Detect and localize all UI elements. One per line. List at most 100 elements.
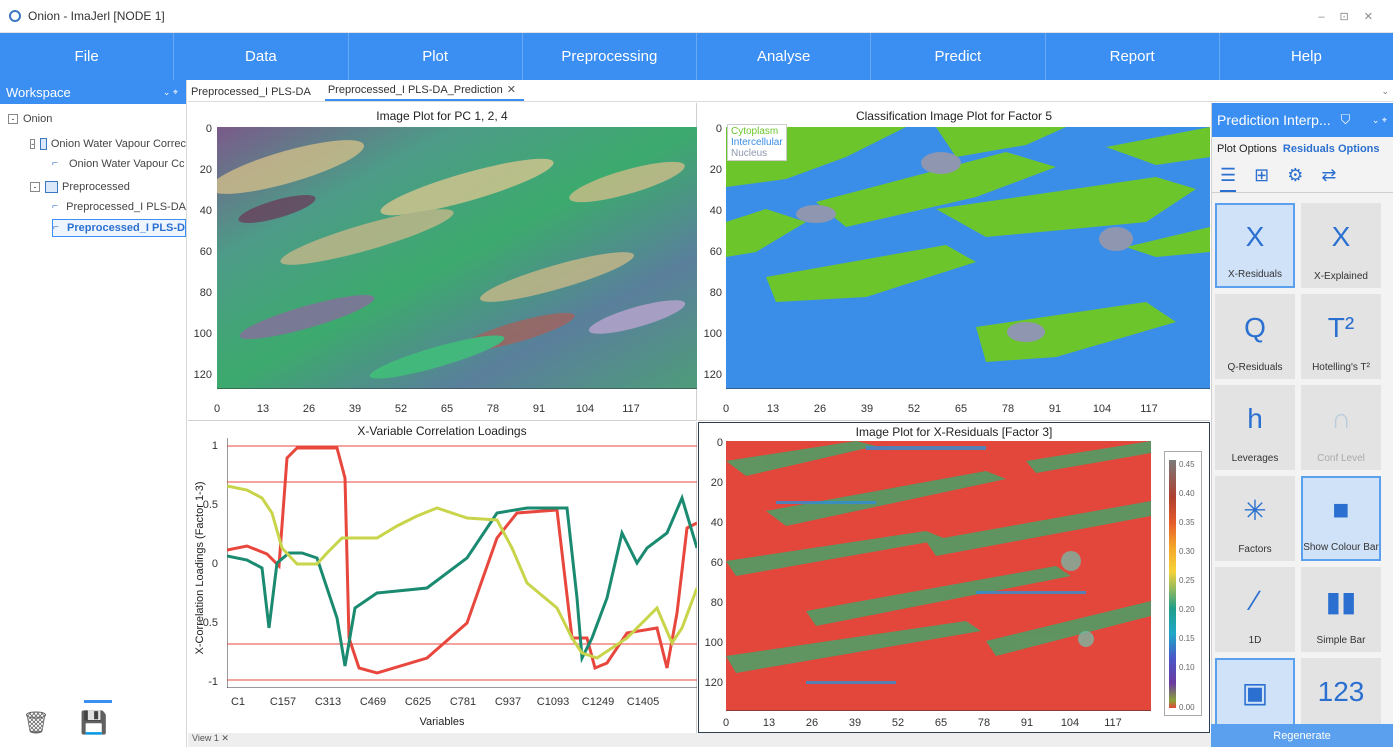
tile-label: Q-Residuals <box>1227 362 1283 373</box>
x-tick-label: 117 <box>622 403 640 415</box>
y-tick-label: 0 <box>716 437 723 449</box>
pin-icon[interactable]: ⌄ ⌖ <box>162 86 178 97</box>
tree-item[interactable]: - Onion <box>8 110 186 128</box>
x-tick-label: 104 <box>575 403 595 415</box>
collapse-icon[interactable]: - <box>8 114 18 124</box>
menu-report[interactable]: Report <box>1046 33 1220 80</box>
chevron-down-icon[interactable]: ⌄ <box>1381 86 1389 96</box>
line-1d-icon: ∕ <box>1252 585 1258 616</box>
y-tick-label: 0.5 <box>202 499 218 511</box>
tile-q-residuals[interactable]: Q Q-Residuals <box>1215 294 1295 379</box>
x-tick-label: C469 <box>359 696 387 708</box>
x-tick-label: 0 <box>213 403 221 415</box>
pin-icon[interactable]: ⌄ ⌖ <box>1371 114 1387 125</box>
x-tick-label: 52 <box>891 717 905 729</box>
tree-item[interactable]: - Onion Water Vapour Correc <box>30 135 186 153</box>
tile-x-residuals[interactable]: X X-Residuals <box>1215 203 1295 288</box>
trash-icon[interactable]: 🗑 <box>22 710 50 735</box>
y-tick-label: 80 <box>710 597 723 609</box>
tab-label: Preprocessed_I PLS-DA_Prediction <box>327 84 503 96</box>
swap-icon[interactable]: ⇄ <box>1321 165 1337 185</box>
menu-preprocessing[interactable]: Preprocessing <box>523 33 697 80</box>
model-icon: ⌐ <box>52 201 58 212</box>
tile-x-explained[interactable]: X X-Explained <box>1301 203 1381 288</box>
menu-predict[interactable]: Predict <box>871 33 1046 80</box>
class-legend: Cytoplasm Intercellular Nucleus <box>727 124 787 161</box>
dataset-icon <box>45 181 58 193</box>
show-numbers-icon: 123 <box>1317 676 1365 707</box>
colorbar-tick: 0.25 <box>1179 576 1195 585</box>
menu-data[interactable]: Data <box>174 33 349 80</box>
y-tick-label: 80 <box>199 287 212 299</box>
menu-analyse[interactable]: Analyse <box>697 33 872 80</box>
workspace-panel: Workspace ⌄ ⌖ - Onion - Onion Water Vapour … <box>0 80 187 747</box>
legend-item: Nucleus <box>731 148 768 159</box>
plot-panel-loadings: X-Variable Correlation Loadings X-Correl… <box>188 422 697 733</box>
x-tick-label: 91 <box>1020 717 1034 729</box>
x-tick-label: 26 <box>813 403 827 415</box>
plot-title: X-Variable Correlation Loadings <box>357 424 527 438</box>
x-tick-label: 39 <box>848 717 862 729</box>
y-tick-label: 100 <box>704 637 723 649</box>
tile-conf-level[interactable]: ∩ Conf Level <box>1301 385 1381 470</box>
tile-simple-bar[interactable]: ▮▮ Simple Bar <box>1301 567 1381 652</box>
workspace-scrollbar[interactable] <box>84 700 112 703</box>
save-icon[interactable]: 💾 <box>79 710 108 735</box>
regenerate-button[interactable]: Regenerate <box>1211 724 1393 747</box>
view-tab[interactable]: View 1 ✕ <box>188 733 1211 747</box>
x-tick-label: 117 <box>1104 717 1122 729</box>
loadings-line-plot[interactable] <box>227 438 697 688</box>
settings-icon[interactable]: ⚙ <box>1287 165 1304 185</box>
colorbar-tick: 0.10 <box>1179 663 1195 672</box>
tree-item[interactable]: ⌐ Onion Water Vapour Cc <box>52 155 186 173</box>
close-icon[interactable]: ✕ <box>506 84 516 96</box>
x-tick-label: 104 <box>1092 403 1112 415</box>
residuals-image-plot[interactable] <box>726 441 1151 711</box>
tile-label: Show Colour Bar <box>1303 542 1379 553</box>
grid-icon[interactable]: ⊞ <box>1254 165 1270 185</box>
plot-options-link[interactable]: Plot Options <box>1217 143 1277 155</box>
x-tick-label: 91 <box>1048 403 1062 415</box>
collapse-icon[interactable]: - <box>30 182 40 192</box>
classification-image-plot[interactable] <box>726 127 1210 389</box>
tree-item-label: Preprocessed <box>62 181 130 193</box>
y-tick-label: -0.5 <box>199 617 218 629</box>
x-tick-label: 0 <box>722 403 730 415</box>
x-tick-label: 13 <box>256 403 270 415</box>
y-tick-label: 0 <box>211 558 218 570</box>
colour-bar-icon: ■ <box>1332 494 1350 525</box>
tile-colour-bar[interactable]: ■ Show Colour Bar <box>1301 476 1381 561</box>
filter-icon[interactable]: ⛉ <box>1340 112 1351 127</box>
tree-item[interactable]: ⌐ Preprocessed_I PLS-D <box>52 219 186 237</box>
dataset-icon <box>40 138 47 150</box>
menu-help[interactable]: Help <box>1290 48 1322 65</box>
window-controls[interactable]: – ⊡ ✕ <box>1318 11 1379 23</box>
tile-leverages[interactable]: h Leverages <box>1215 385 1295 470</box>
model-icon: ⌐ <box>53 222 59 233</box>
y-tick-label: 40 <box>709 205 722 217</box>
x-residuals-icon: X <box>1245 221 1265 252</box>
y-tick-label: 120 <box>703 369 722 381</box>
x-tick-label: 39 <box>348 403 362 415</box>
x-tick-label: 13 <box>762 717 776 729</box>
tree-item[interactable]: - Preprocessed <box>30 178 186 196</box>
colorbar-tick: 0.40 <box>1179 489 1195 498</box>
prediction-interpretation-panel: Prediction Interp... ⛉ ⌄ ⌖ Plot Options … <box>1211 103 1393 747</box>
tile-label: 1D <box>1248 635 1262 646</box>
panel-title: Prediction Interp... <box>1217 112 1331 128</box>
tile-factors[interactable]: ✳ Factors <box>1215 476 1295 561</box>
menu-plot[interactable]: Plot <box>349 33 523 80</box>
x-axis-label: Variables <box>419 716 465 728</box>
tile-line-1d[interactable]: ∕ 1D <box>1215 567 1295 652</box>
tile-hotelling[interactable]: T² Hotelling's T² <box>1301 294 1381 379</box>
x-tick-label: 65 <box>440 403 454 415</box>
x-tick-label: 13 <box>766 403 780 415</box>
collapse-icon[interactable]: - <box>30 139 36 149</box>
residuals-options-link[interactable]: Residuals Options <box>1282 143 1380 155</box>
pc-image-plot[interactable] <box>217 127 697 389</box>
tree-item[interactable]: ⌐ Preprocessed_I PLS-DA <box>52 198 186 216</box>
tab-pls-da[interactable]: Preprocessed_I PLS-DA <box>191 86 311 98</box>
list-icon[interactable]: ☰ <box>1220 165 1237 192</box>
menu-file[interactable]: File <box>0 33 175 80</box>
tab-pls-da-prediction[interactable]: Preprocessed_I PLS-DA_Prediction ✕ <box>324 83 524 101</box>
